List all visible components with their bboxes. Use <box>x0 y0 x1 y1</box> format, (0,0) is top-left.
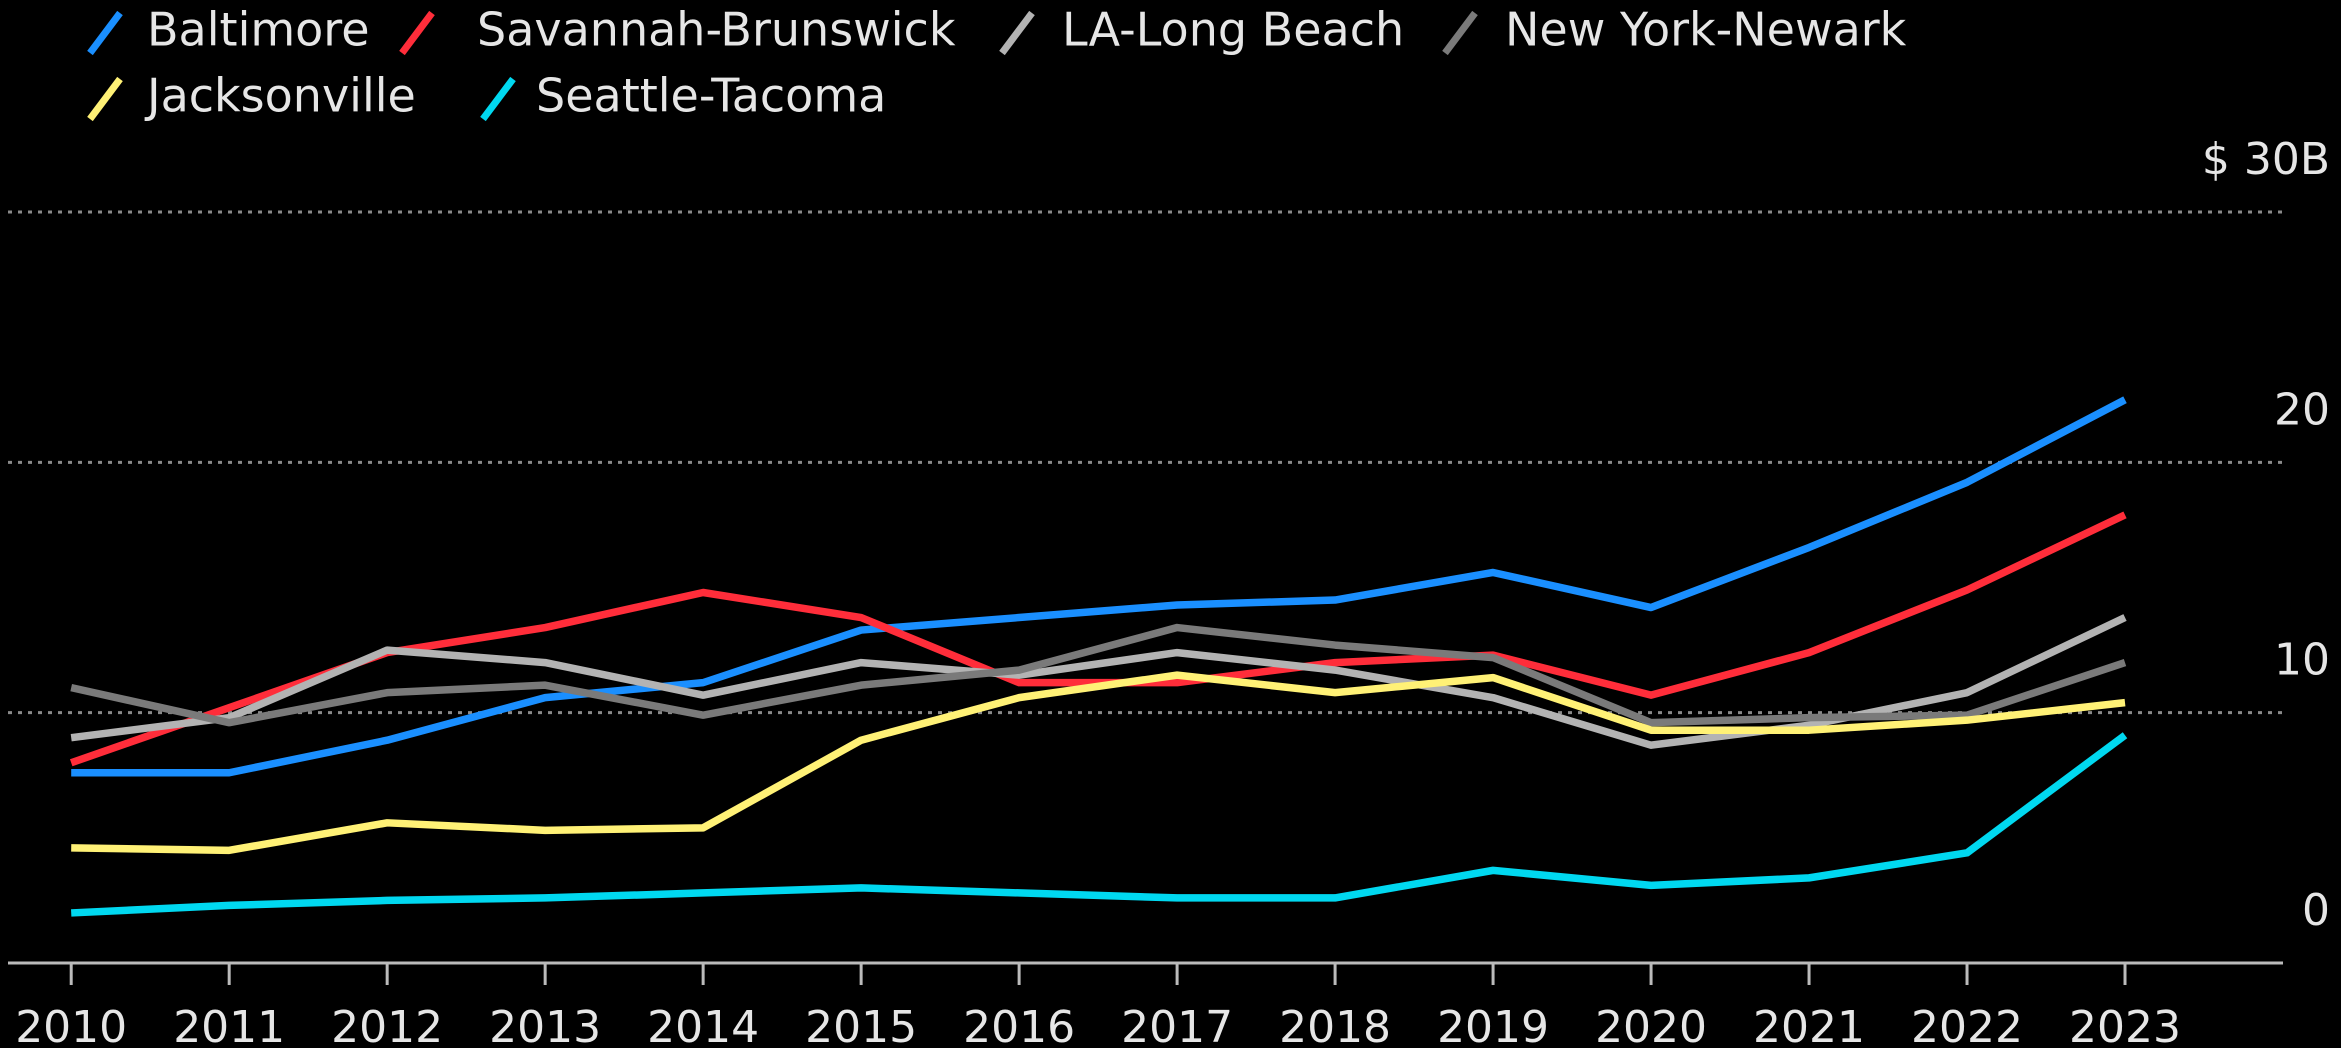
legend-label: Jacksonville <box>144 69 416 123</box>
x-tick-label: 2023 <box>2069 1002 2181 1048</box>
legend-label: LA-Long Beach <box>1062 3 1404 57</box>
x-tick-label: 2022 <box>1911 1002 2023 1048</box>
series-line <box>71 671 2126 855</box>
legend-swatch <box>999 10 1035 56</box>
x-tick-label: 2021 <box>1753 1002 1865 1048</box>
legend-swatch <box>87 76 123 122</box>
x-tick-label: 2017 <box>1121 1002 1233 1048</box>
legend-label: New York-Newark <box>1505 3 1907 57</box>
legend-swatch <box>480 76 516 122</box>
y-tick-label: 20 <box>2274 384 2330 435</box>
x-tick-label: 2014 <box>647 1002 759 1048</box>
x-tick-label: 2013 <box>489 1002 601 1048</box>
x-tick-label: 2012 <box>331 1002 443 1048</box>
series-line <box>71 396 2127 777</box>
legend-swatch <box>87 10 123 56</box>
legend-label: Baltimore <box>147 3 370 57</box>
x-tick-label: 2020 <box>1595 1002 1707 1048</box>
x-tick-label: 2018 <box>1279 1002 1391 1048</box>
x-tick-label: 2016 <box>963 1002 1075 1048</box>
x-tick-label: 2010 <box>15 1002 127 1048</box>
legend-swatch <box>399 10 435 56</box>
y-tick-label: $ 30B <box>2202 134 2330 185</box>
x-tick-label: 2019 <box>1437 1002 1549 1048</box>
series-line <box>70 623 2127 727</box>
legend-label: Seattle-Tacoma <box>536 69 886 123</box>
y-tick-label: 0 <box>2302 885 2330 936</box>
legend-label: Savannah-Brunswick <box>477 3 956 57</box>
x-tick-label: 2015 <box>805 1002 917 1048</box>
y-tick-label: 10 <box>2274 635 2330 686</box>
legend-swatch <box>1442 10 1478 56</box>
x-tick-label: 2011 <box>173 1002 285 1048</box>
series-line <box>71 732 2128 917</box>
